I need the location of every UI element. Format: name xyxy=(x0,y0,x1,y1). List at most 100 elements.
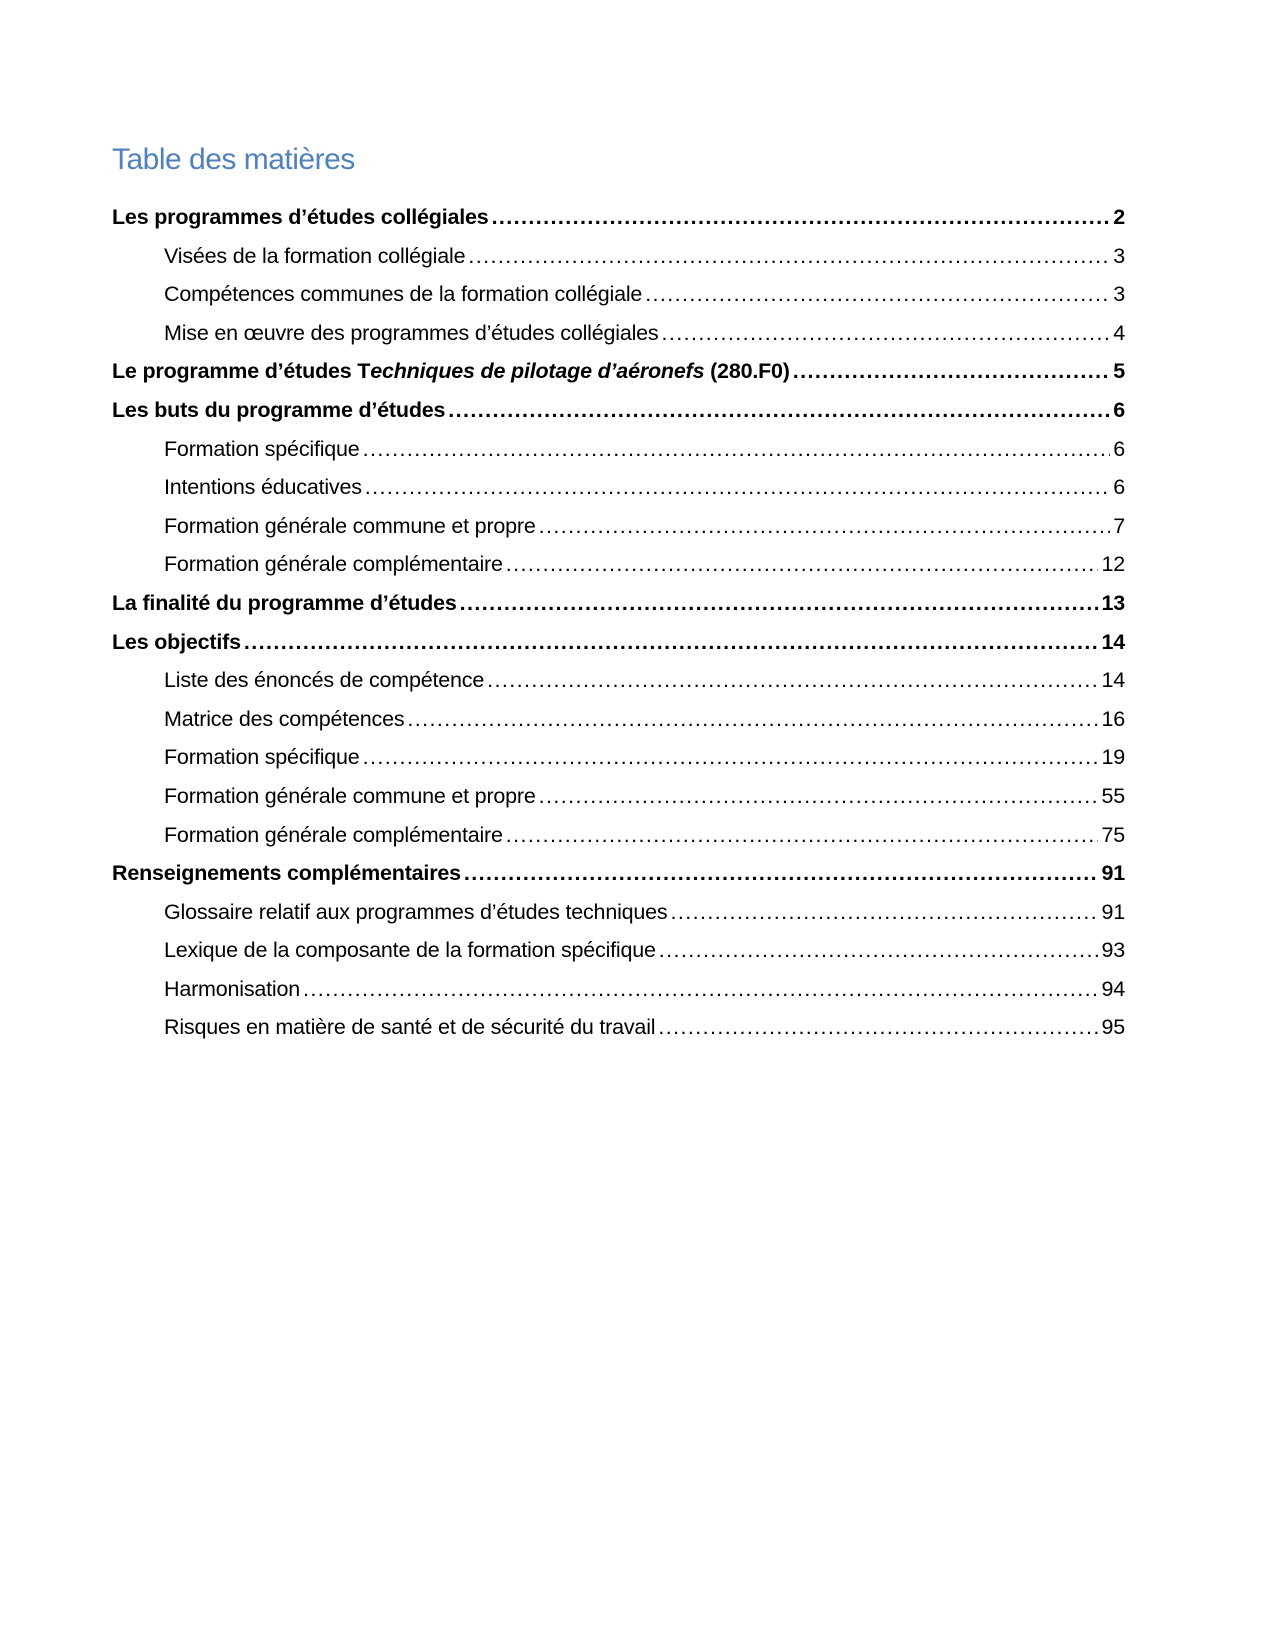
toc-entry-page-number: 6 xyxy=(1113,397,1125,422)
toc-entry-label-part: Harmonisation xyxy=(164,976,301,1001)
toc-entry-label: Formation générale complémentaire xyxy=(164,545,503,584)
toc-entry: Formation générale commune et propre....… xyxy=(112,777,1125,816)
page-title: Table des matières xyxy=(112,143,355,176)
toc-entry: Les buts du programme d’études..........… xyxy=(112,391,1125,430)
dot-leader: ........................................… xyxy=(468,243,1110,268)
toc-entry-page-number: 5 xyxy=(1113,359,1125,384)
toc-entry: Harmonisation...........................… xyxy=(112,970,1125,1009)
toc-entry-label: Lexique de la composante de la formation… xyxy=(164,931,656,970)
toc-entry-page-number: 6 xyxy=(1113,436,1125,461)
toc-entry: Compétences communes de la formation col… xyxy=(112,275,1125,314)
toc-entry-page-number: 95 xyxy=(1101,1015,1125,1040)
toc-entry-label-part: Renseignements complémentaires xyxy=(112,861,461,886)
dot-leader: ........................................… xyxy=(463,861,1099,886)
toc-entry-page-number: 16 xyxy=(1101,706,1125,731)
toc-entry-label-part: Formation générale complémentaire xyxy=(164,822,503,847)
toc-entry-label-part: echniques de pilotage d’aéronefs xyxy=(370,359,705,384)
toc-entry-page-number: 94 xyxy=(1101,976,1125,1001)
toc-entry: Intentions éducatives...................… xyxy=(112,468,1125,507)
toc-entry-label-part: Le programme d’études T xyxy=(112,359,371,384)
toc-entry-label-part: Intentions éducatives xyxy=(164,475,362,500)
dot-leader: ........................................… xyxy=(303,976,1098,1001)
toc-entry-label: Formation générale commune et propre xyxy=(164,507,536,546)
toc-entry-label-part: Les objectifs xyxy=(112,629,241,654)
dot-leader: ........................................… xyxy=(538,513,1111,538)
toc-entry-label-part: (280.F0) xyxy=(704,359,790,384)
toc-entry: Les objectifs...........................… xyxy=(112,623,1125,662)
toc-entry-label: Matrice des compétences xyxy=(164,700,405,739)
toc-entry-label: Le programme d’études Techniques de pilo… xyxy=(112,352,790,391)
toc-entry-label: Glossaire relatif aux programmes d’étude… xyxy=(164,893,668,932)
dot-leader: ........................................… xyxy=(505,822,1099,847)
dot-leader: ........................................… xyxy=(645,282,1110,307)
toc-entry-label-part: Formation générale commune et propre xyxy=(164,783,536,808)
dot-leader: ........................................… xyxy=(538,783,1099,808)
toc-entry: Glossaire relatif aux programmes d’étude… xyxy=(112,893,1125,932)
toc-entry-page-number: 7 xyxy=(1113,513,1125,538)
dot-leader: ........................................… xyxy=(670,899,1099,924)
dot-leader: ........................................… xyxy=(448,397,1110,422)
toc-entry-label-part: Formation générale complémentaire xyxy=(164,552,503,577)
dot-leader: ........................................… xyxy=(487,668,1099,693)
toc-entry-page-number: 19 xyxy=(1101,745,1125,770)
toc-entry-label: La finalité du programme d’études xyxy=(112,584,457,623)
toc-entry-label-part: Formation générale commune et propre xyxy=(164,513,536,538)
toc-entry-page-number: 14 xyxy=(1101,629,1125,654)
toc-entry: Visées de la formation collégiale.......… xyxy=(112,237,1125,276)
dot-leader: ........................................… xyxy=(658,938,1099,963)
toc-entry-label-part: Liste des énoncés de compétence xyxy=(164,668,485,693)
toc-entry-label-part: Compétences communes de la formation col… xyxy=(164,282,643,307)
toc-entry-page-number: 3 xyxy=(1113,282,1125,307)
toc-entry: Formation générale complémentaire.......… xyxy=(112,545,1125,584)
dot-leader: ........................................… xyxy=(243,629,1099,654)
toc-entry-label-part: Glossaire relatif aux programmes d’étude… xyxy=(164,899,668,924)
dot-leader: ........................................… xyxy=(658,1015,1099,1040)
toc-entry-page-number: 93 xyxy=(1101,938,1125,963)
toc-entry-label: Formation spécifique xyxy=(164,738,360,777)
toc-entry: Les programmes d’études collégiales.....… xyxy=(112,198,1125,237)
dot-leader: ........................................… xyxy=(364,475,1110,500)
toc-entry-label: Formation générale commune et propre xyxy=(164,777,536,816)
toc-entry-label: Harmonisation xyxy=(164,970,300,1009)
toc-entry-page-number: 75 xyxy=(1101,822,1125,847)
toc-entry-page-number: 6 xyxy=(1113,475,1125,500)
toc-entry-label: Les objectifs xyxy=(112,623,241,662)
toc-entry: Formation spécifique....................… xyxy=(112,430,1125,469)
toc-entry-label-part: Risques en matière de santé et de sécuri… xyxy=(164,1015,656,1040)
toc-entry-label-part: Mise en œuvre des programmes d’études co… xyxy=(164,320,659,345)
toc-entry-label: Renseignements complémentaires xyxy=(112,854,461,893)
toc-entry: Renseignements complémentaires..........… xyxy=(112,854,1125,893)
toc-entry-label-part: Les programmes d’études collégiales xyxy=(112,205,489,229)
toc-entry-label-part: La finalité du programme d’études xyxy=(112,590,457,615)
toc-entry-page-number: 55 xyxy=(1101,783,1125,808)
toc-entry-label-part: Matrice des compétences xyxy=(164,706,405,731)
toc-entry-page-number: 91 xyxy=(1101,861,1125,886)
toc-entry-label: Liste des énoncés de compétence xyxy=(164,661,484,700)
toc-entry-page-number: 2 xyxy=(1113,205,1125,229)
toc-entry-label: Les buts du programme d’études xyxy=(112,391,445,430)
toc-entry-label: Formation générale complémentaire xyxy=(164,816,503,855)
toc-entry: Le programme d’études Techniques de pilo… xyxy=(112,352,1125,391)
dot-leader: ........................................… xyxy=(505,552,1099,577)
toc-entry-label: Les programmes d’études collégiales xyxy=(112,198,489,237)
dot-leader: ........................................… xyxy=(362,436,1111,461)
toc-entry: Risques en matière de santé et de sécuri… xyxy=(112,1008,1125,1047)
toc-entry: Formation générale commune et propre....… xyxy=(112,507,1125,546)
toc-entry-page-number: 4 xyxy=(1113,320,1125,345)
toc-entry-label: Mise en œuvre des programmes d’études co… xyxy=(164,314,659,353)
toc-entry-page-number: 91 xyxy=(1101,899,1125,924)
dot-leader: ........................................… xyxy=(362,745,1099,770)
dot-leader: ........................................… xyxy=(491,205,1111,229)
toc-entry-page-number: 3 xyxy=(1113,243,1125,268)
dot-leader: ........................................… xyxy=(661,320,1110,345)
toc-entry-label-part: Lexique de la composante de la formation… xyxy=(164,938,656,963)
toc-entry-label-part: Les buts du programme d’études xyxy=(112,397,446,422)
toc-entry: Formation générale complémentaire.......… xyxy=(112,816,1125,855)
table-of-contents: Les programmes d’études collégiales.....… xyxy=(112,198,1125,1047)
toc-entry-page-number: 14 xyxy=(1101,668,1125,693)
toc-entry-label: Risques en matière de santé et de sécuri… xyxy=(164,1008,656,1047)
toc-entry-label: Compétences communes de la formation col… xyxy=(164,275,642,314)
toc-entry-label-part: Visées de la formation collégiale xyxy=(164,243,466,268)
toc-entry: La finalité du programme d’études.......… xyxy=(112,584,1125,623)
